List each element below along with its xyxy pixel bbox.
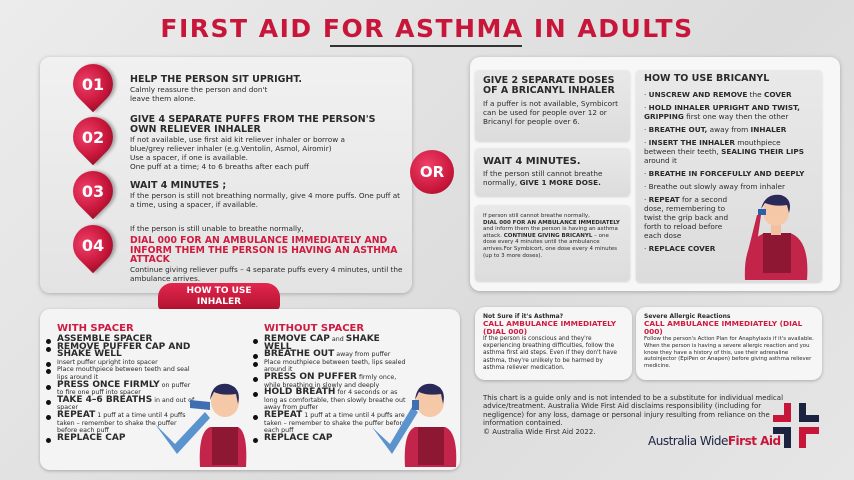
severe-allergic-card: Severe Allergic Reactions CALL AMBULANCE… xyxy=(636,307,822,380)
bricanyl-step: · BREATHE OUT, away from INHALER xyxy=(644,125,787,134)
bricanyl-doses-box: GIVE 2 SEPARATE DOSES OF A BRICANYL INHA… xyxy=(475,70,630,141)
list-item: ASSEMBLE SPACER xyxy=(46,335,195,344)
bricanyl-step: · INSERT THE INHALER mouthpiece between … xyxy=(644,138,804,165)
list-item: TAKE 4–6 BREATHS in and out of spacer xyxy=(46,394,195,412)
list-item: REPEAT 1 puff at a time until 4 puffs ta… xyxy=(46,410,195,435)
list-item: PRESS ON PUFFER firmly once, while breat… xyxy=(253,372,409,389)
bricanyl-step: · Breathe out slowly away from inhaler xyxy=(644,182,786,191)
list-item: Place mouthpiece between teeth and seal … xyxy=(46,366,195,381)
step-1: HELP THE PERSON SIT UPRIGHT. Calmly reas… xyxy=(130,74,303,104)
bricanyl-step: · BREATHE IN FORCEFULLY AND DEEPLY xyxy=(644,169,805,178)
page-title: FIRST AID FOR ASTHMA IN ADULTS xyxy=(160,14,694,43)
list-item: REMOVE CAP and SHAKE WELL xyxy=(253,335,409,351)
list-item: REPLACE CAP xyxy=(46,433,195,443)
list-item: REPEAT 1 puff at a time until 4 puffs ar… xyxy=(253,410,409,435)
with-spacer-section: WITH SPACER ASSEMBLE SPACER REMOVE PUFFER… xyxy=(46,323,195,443)
list-item: Place mouthpiece between teeth, lips sea… xyxy=(253,359,409,374)
bricanyl-step: · UNSCREW AND REMOVE the COVER xyxy=(644,90,792,99)
list-item: REPLACE CAP xyxy=(253,433,409,443)
list-item: REMOVE PUFFER CAP AND SHAKE WELL xyxy=(46,342,195,359)
list-item: BREATHE OUT away from puffer xyxy=(253,350,409,359)
brand-logo: Australia WideFirst Aid xyxy=(648,434,781,448)
step-2: GIVE 4 SEPARATE PUFFS FROM THE PERSON'S … xyxy=(130,114,376,172)
person-with-spacer-illustration xyxy=(155,383,247,467)
bricanyl-wait-box: WAIT 4 MINUTES. If the person still cann… xyxy=(475,148,630,196)
person-using-bricanyl-illustration xyxy=(744,194,808,280)
bricanyl-step: · REPEAT for a second dose, remembering … xyxy=(644,195,729,240)
not-sure-asthma-card: Not Sure if it's Asthma? CALL AMBULANCE … xyxy=(475,307,632,380)
disclaimer: This chart is a guide only and is not in… xyxy=(483,394,784,436)
without-spacer-section: WITHOUT SPACER REMOVE CAP and SHAKE WELL… xyxy=(253,324,414,443)
list-item: Insert puffer upright into spacer xyxy=(46,359,195,367)
cross-logo-icon xyxy=(773,403,819,448)
step-pin-02: 02 xyxy=(64,108,122,166)
person-without-spacer-illustration xyxy=(372,383,457,467)
step-pin-01: 01 xyxy=(64,55,122,113)
bricanyl-step: · REPLACE COVER xyxy=(644,244,716,253)
step-4: If the person is still unable to breathe… xyxy=(130,224,403,283)
bricanyl-step: · HOLD INHALER UPRIGHT AND TWIST, GRIPPI… xyxy=(644,103,800,121)
step-pin-03: 03 xyxy=(64,162,122,220)
copyright: © Australia Wide First Aid 2022. xyxy=(483,427,596,436)
step-pin-04: 04 xyxy=(64,216,122,274)
title-divider xyxy=(330,45,522,47)
or-badge: OR xyxy=(410,150,454,194)
how-to-use-inhaler-label: HOW TO USE INHALER xyxy=(158,283,280,311)
step-3: WAIT 4 MINUTES ; If the person is still … xyxy=(130,180,401,210)
list-item: PRESS ONCE FIRMLY on puffer to fire one … xyxy=(46,380,195,397)
inhaler-instructions-panel xyxy=(40,309,460,470)
list-item: HOLD BREATH for 4 seconds or as long as … xyxy=(253,388,409,412)
bricanyl-dial-box: If person still cannot breathe normally,… xyxy=(475,205,630,281)
